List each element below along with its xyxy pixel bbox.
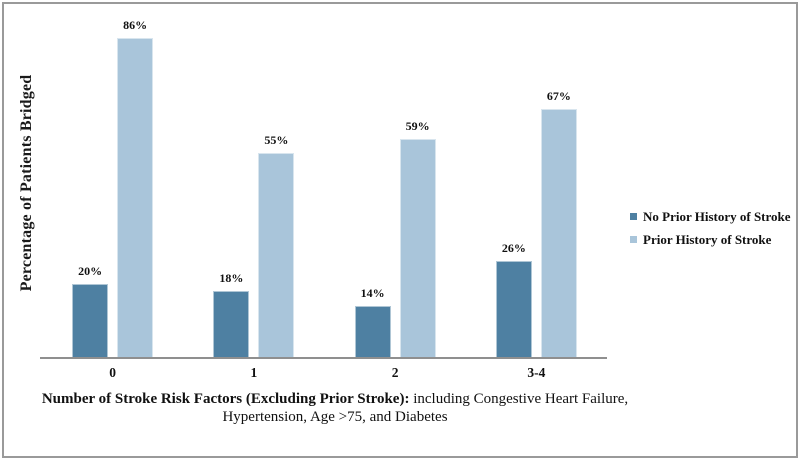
bar — [213, 291, 250, 358]
x-axis-title: Number of Stroke Risk Factors (Excluding… — [30, 390, 640, 426]
legend: No Prior History of Stroke Prior History … — [630, 209, 791, 248]
bar — [540, 109, 577, 358]
legend-swatch-icon — [630, 236, 637, 243]
bar — [399, 139, 436, 358]
legend-swatch-icon — [630, 213, 637, 220]
bar — [354, 306, 391, 358]
x-axis-title-line2: Hypertension, Age >75, and Diabetes — [222, 409, 448, 425]
bar-value-label: 14% — [360, 286, 385, 300]
bar-value-label: 20% — [78, 264, 103, 278]
legend-label: Prior History of Stroke — [643, 232, 772, 247]
legend-item: No Prior History of Stroke — [630, 209, 791, 225]
bar-value-label: 55% — [264, 133, 289, 147]
bar — [72, 284, 109, 358]
category-label: 0 — [109, 365, 116, 380]
x-axis-title-regular-part: including Congestive Heart Failure, — [409, 391, 629, 407]
legend-item: Prior History of Stroke — [630, 232, 791, 248]
category-label: 1 — [250, 365, 258, 380]
category-label: 2 — [391, 365, 399, 380]
bar-value-label: 67% — [546, 89, 571, 103]
bar-value-label: 59% — [405, 119, 430, 133]
bar-value-label: 26% — [501, 241, 526, 255]
bar — [258, 153, 295, 358]
category-label: 3-4 — [527, 365, 546, 380]
bar-value-label: 86% — [123, 18, 148, 32]
x-axis-title-bold-part: Number of Stroke Risk Factors (Excluding… — [41, 391, 410, 407]
bar-value-label: 18% — [219, 271, 244, 285]
legend-label: No Prior History of Stroke — [643, 209, 791, 224]
x-axis-line — [40, 357, 607, 359]
bar — [117, 38, 154, 358]
x-axis-title-line1: Number of Stroke Risk Factors (Excluding… — [30, 390, 640, 408]
bar — [495, 261, 532, 358]
